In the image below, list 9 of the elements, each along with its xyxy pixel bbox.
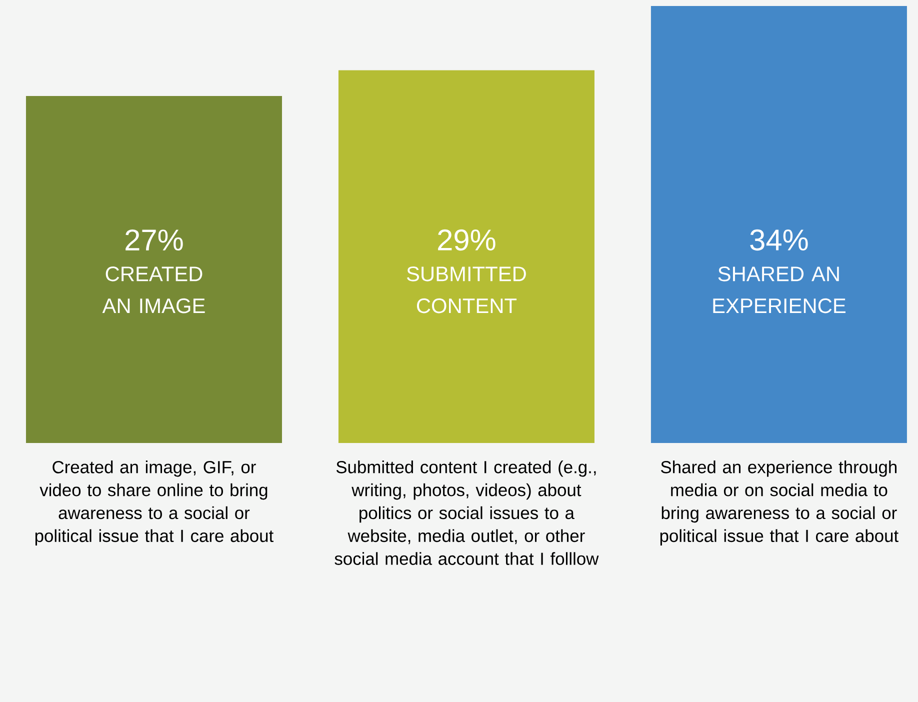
annotation: CREATED AN IMAGE [102,266,205,314]
data-label: 29% [438,229,496,251]
x-tick-label: Created an image, GIF, or video to share online to bring awareness to a social or political issue that I care about [35,460,274,546]
x-tick-label: Submitted content I created (e.g., writing, photos, videos) about politics or social issues to a website, media outlet, or other social media account that I folllow [334,460,599,565]
annotation: SHARED AN EXPERIENCE [713,266,846,314]
annotation: SUBMITTED CONTENT [406,266,526,314]
data-label: 34% [750,229,808,251]
x-tick-label: Shared an experience through media or on social media to bring awareness to a social or political issue that I care about [660,460,898,546]
data-label: 27% [126,229,183,251]
